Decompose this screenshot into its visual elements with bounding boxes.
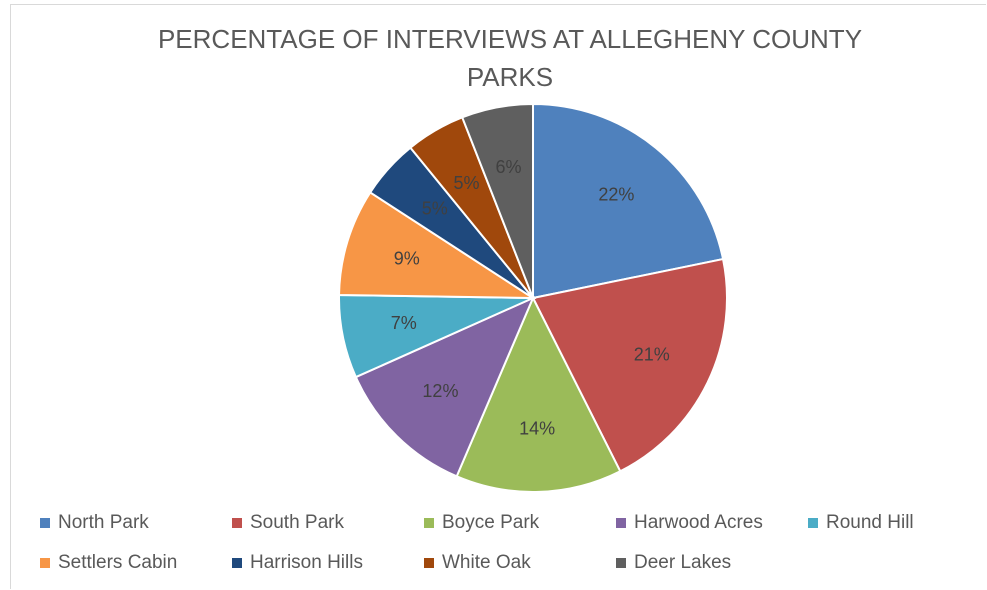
legend-swatch: [232, 558, 242, 568]
legend-item: White Oak: [424, 543, 616, 583]
pie-slice: [460, 102, 534, 299]
pie-slice: [531, 257, 728, 473]
legend-swatch: [616, 558, 626, 568]
data-label: 9%: [394, 248, 420, 268]
legend-swatch: [424, 558, 434, 568]
legend-label: Harrison Hills: [250, 552, 363, 573]
legend-item: Harrison Hills: [232, 543, 424, 583]
chart: 22% 21% 14% 12% 7% 9% 5%5% 6%: [338, 102, 728, 493]
legend-swatch: [616, 518, 626, 528]
legend-item: Round Hill: [808, 503, 987, 543]
data-label: 12%: [422, 381, 458, 401]
data-label: 21%: [634, 344, 670, 364]
legend-label: Round Hill: [826, 512, 914, 533]
data-label: 14%: [519, 419, 555, 439]
data-label: 6%: [496, 157, 522, 177]
pie-slice: [532, 102, 725, 300]
legend-item: Boyce Park: [424, 503, 616, 543]
data-label: 5%: [453, 173, 479, 193]
legend-item: North Park: [40, 503, 232, 543]
pie-slice: [455, 295, 622, 493]
chart-frame: [10, 4, 986, 589]
legend-label: Settlers Cabin: [58, 552, 178, 573]
legend-label: North Park: [58, 512, 149, 533]
data-label: 22%: [598, 185, 634, 205]
pie-slice: [354, 296, 535, 478]
legend-label: White Oak: [442, 552, 531, 573]
pie-slice: [338, 191, 537, 300]
legend-item: Deer Lakes: [616, 543, 808, 583]
chart-title: PERCENTAGE OF INTERVIEWS AT ALLEGHENY CO…: [157, 24, 863, 92]
legend-label: South Park: [250, 512, 344, 533]
legend-label: Deer Lakes: [634, 552, 732, 573]
legend-label: Harwood Acres: [634, 512, 763, 533]
legend-swatch: [40, 558, 50, 568]
legend-item: South Park: [232, 503, 424, 543]
legend-swatch: [424, 518, 434, 528]
legend-swatch: [40, 518, 50, 528]
legend-swatch: [232, 518, 242, 528]
legend-item: Settlers Cabin: [40, 543, 232, 583]
data-label: 7%: [391, 313, 417, 333]
legend-label: Boyce Park: [442, 512, 540, 533]
legend-item: Harwood Acres: [616, 503, 808, 543]
data-label: 5%: [422, 199, 448, 219]
legend: North Park South Park Boyce Park Harwood Ac…: [40, 503, 987, 583]
legend-swatch: [808, 518, 818, 528]
